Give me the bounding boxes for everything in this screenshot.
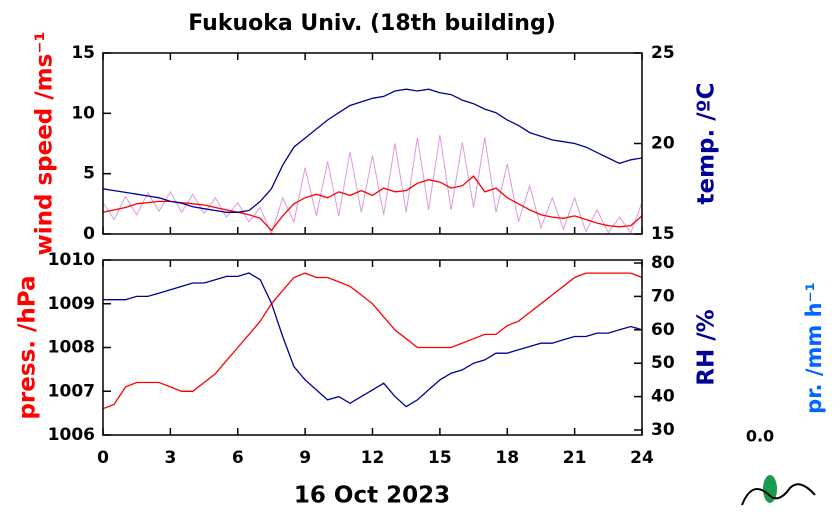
y2-tick-label: 50: [651, 353, 675, 373]
x-axis-label: 16 Oct 2023: [294, 483, 450, 509]
y-tick-label: 1009: [48, 294, 95, 314]
y2-tick-label: 70: [651, 286, 675, 306]
x-tick-label: 3: [164, 448, 176, 468]
y2-axis-label: RH /%: [694, 309, 720, 385]
y2-tick-label: 15: [651, 224, 675, 244]
x-tick-label: 9: [299, 448, 311, 468]
y-tick-label: 1010: [48, 250, 95, 270]
y-tick-label: 0: [83, 224, 95, 244]
y-tick-label: 5: [83, 164, 95, 184]
y-tick-label: 1006: [48, 425, 95, 445]
data-line: [102, 135, 643, 236]
logo: [741, 475, 816, 506]
x-tick-label: 6: [232, 448, 244, 468]
y-tick-label: 15: [71, 43, 95, 63]
precipitation-total: 0.0: [746, 427, 774, 446]
y2-tick-label: 40: [651, 387, 675, 407]
plot-frame: [102, 52, 643, 235]
data-line: [102, 175, 643, 232]
x-tick-label: 15: [428, 448, 452, 468]
data-line: [103, 272, 643, 408]
y-tick-label: 1008: [48, 338, 95, 358]
y-tick-label: 1007: [48, 381, 95, 401]
data-line: [102, 88, 643, 213]
y-tick-label: 10: [71, 103, 95, 123]
x-tick-label: 0: [97, 448, 109, 468]
chart-title: Fukuoka Univ. (18th building): [188, 11, 556, 36]
y-axis-label: wind speed /ms⁻¹: [32, 31, 58, 255]
y2-tick-label: 20: [651, 134, 675, 154]
y2-axis-label: temp. /ºC: [694, 82, 720, 204]
x-tick-label: 21: [563, 448, 587, 468]
y3-axis-label: pr. /mm h⁻¹: [802, 282, 826, 414]
y2-tick-label: 80: [651, 253, 675, 273]
y-axis-label: press. /hPa: [15, 275, 41, 419]
y2-tick-label: 30: [651, 420, 675, 440]
data-line: [102, 272, 643, 410]
y2-tick-label: 25: [651, 43, 675, 63]
y2-tick-label: 60: [651, 320, 675, 340]
x-tick-label: 24: [630, 448, 654, 468]
x-tick-label: 12: [361, 448, 385, 468]
x-tick-label: 18: [495, 448, 519, 468]
